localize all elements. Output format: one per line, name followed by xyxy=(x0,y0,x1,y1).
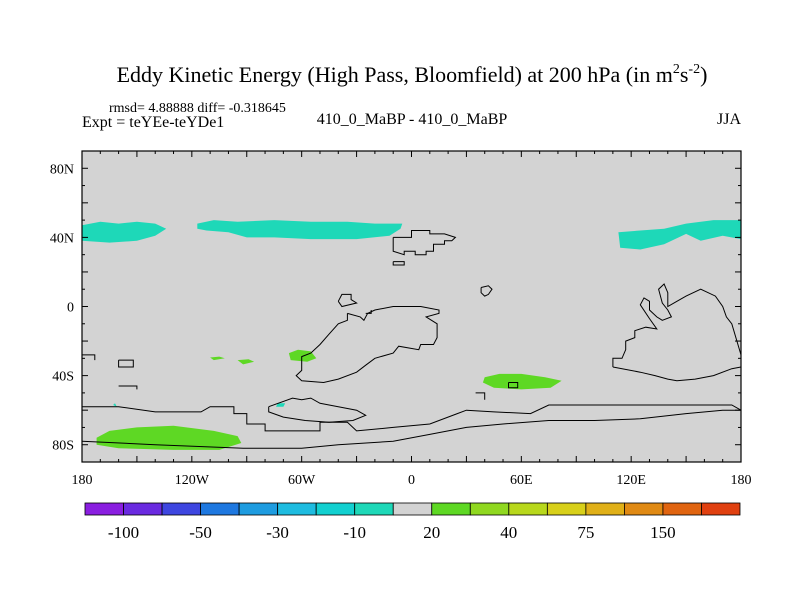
colorbar-box xyxy=(354,502,394,516)
colorbar xyxy=(84,502,741,516)
coastline-2 xyxy=(268,397,367,423)
title-close: ) xyxy=(700,62,707,87)
coastline-13 xyxy=(508,382,519,389)
colorbar-box xyxy=(508,502,548,516)
colorbar-label: -50 xyxy=(189,523,212,542)
colorbar-box xyxy=(662,502,702,516)
colorbar-box xyxy=(585,502,625,516)
y-tick-label: 40S xyxy=(52,370,74,385)
anomaly-region-sh-dot-c xyxy=(276,403,286,407)
anomaly-region-nh-band-west-pacific xyxy=(82,221,167,243)
coastline-0 xyxy=(82,404,741,432)
title-sup-1: 2 xyxy=(673,62,680,77)
coastline-4 xyxy=(337,293,358,308)
coastline-14 xyxy=(475,392,486,400)
colorbar-box xyxy=(84,502,124,516)
coastline-8 xyxy=(480,285,493,297)
y-tick-label: 0 xyxy=(67,301,74,316)
y-axis-labels: 80N 40N 0 40S 80S xyxy=(50,162,74,453)
y-tick-label: 80N xyxy=(50,162,74,177)
x-tick-label: 180 xyxy=(731,473,752,488)
chart-title: Eddy Kinetic Energy (High Pass, Bloomfie… xyxy=(117,62,708,87)
colorbar-box xyxy=(701,502,741,516)
colorbar-box xyxy=(469,502,510,516)
anomaly-region-nh-band-north-america xyxy=(197,220,403,240)
map-plot: 180 120W 60W 0 60E 120E 180 80N 40N 0 40S 80S xyxy=(50,150,752,488)
colorbar-label: 20 xyxy=(423,523,440,542)
anomaly-fills xyxy=(82,220,741,450)
colorbar-box xyxy=(161,502,201,516)
colorbar-label: 150 xyxy=(650,523,676,542)
coastline-11 xyxy=(118,359,134,368)
coastline-3 xyxy=(295,306,440,384)
y-tick-label: 40N xyxy=(50,231,74,246)
colorbar-box xyxy=(431,502,471,516)
colorbar-label: -30 xyxy=(266,523,289,542)
anomaly-region-sh-patch-indian xyxy=(482,373,562,390)
colorbar-box xyxy=(392,502,433,516)
colorbar-labels: -100 -50 -30 -10 20 40 75 150 xyxy=(108,523,676,542)
coastline-10 xyxy=(82,354,96,361)
colorbar-box xyxy=(546,502,587,516)
expt-text: Expt = teYEe-teYDe1 xyxy=(82,114,224,131)
colorbar-box xyxy=(238,502,279,516)
colorbar-label: 75 xyxy=(577,523,594,542)
axis-ticks xyxy=(81,150,742,463)
coastline-12 xyxy=(118,385,138,390)
coastline-5 xyxy=(365,310,372,314)
coastline-7 xyxy=(392,261,405,266)
center-label: 410_0_MaBP - 410_0_MaBP xyxy=(317,111,508,128)
coastline-6 xyxy=(392,230,457,256)
x-tick-label: 60W xyxy=(288,473,316,488)
colorbar-box xyxy=(624,502,664,516)
x-tick-label: 180 xyxy=(72,473,93,488)
anomaly-region-sh-dot-b xyxy=(237,359,255,365)
anomaly-region-sh-dot-d xyxy=(113,403,117,407)
colorbar-label: 40 xyxy=(500,523,517,542)
coastlines xyxy=(82,230,741,449)
anomaly-region-sh-dot-a xyxy=(210,356,225,361)
stats-text: rmsd= 4.88888 diff= -0.318645 xyxy=(109,101,286,116)
anomaly-region-nh-band-east-pacific xyxy=(618,220,741,250)
coastline-9 xyxy=(612,283,741,382)
coastline-1 xyxy=(82,409,741,449)
colorbar-label: -100 xyxy=(108,523,139,542)
colorbar-label: -10 xyxy=(343,523,366,542)
title-sup-2: -2 xyxy=(688,62,700,77)
x-axis-labels: 180 120W 60W 0 60E 120E 180 xyxy=(72,473,752,488)
y-tick-label: 80S xyxy=(52,439,74,454)
x-tick-label: 120E xyxy=(616,473,646,488)
x-tick-label: 120W xyxy=(175,473,210,488)
title-units-mid: s xyxy=(680,62,689,87)
colorbar-box xyxy=(277,502,317,516)
x-tick-label: 60E xyxy=(510,473,533,488)
colorbar-box xyxy=(200,502,240,516)
x-tick-label: 0 xyxy=(408,473,415,488)
colorbar-box xyxy=(123,502,163,516)
colorbar-box xyxy=(315,502,356,516)
title-main: Eddy Kinetic Energy (High Pass, Bloomfie… xyxy=(117,62,673,87)
season-label: JJA xyxy=(717,111,741,128)
